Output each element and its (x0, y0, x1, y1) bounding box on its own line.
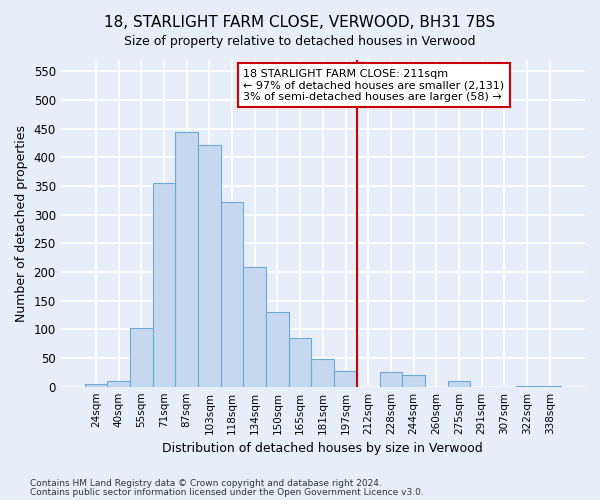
X-axis label: Distribution of detached houses by size in Verwood: Distribution of detached houses by size … (163, 442, 483, 455)
Bar (85, 384, 107, 386)
Bar (175, 132, 198, 386)
Bar (266, 312, 289, 386)
Bar (130, 328, 152, 386)
Bar (380, 372, 402, 386)
Text: 18, STARLIGHT FARM CLOSE, VERWOOD, BH31 7BS: 18, STARLIGHT FARM CLOSE, VERWOOD, BH31 … (104, 15, 496, 30)
Bar (448, 381, 470, 386)
Text: Contains HM Land Registry data © Crown copyright and database right 2024.: Contains HM Land Registry data © Crown c… (30, 480, 382, 488)
Bar (107, 381, 130, 386)
Bar (402, 375, 425, 386)
Bar (221, 202, 244, 386)
Bar (289, 338, 311, 386)
Text: 18 STARLIGHT FARM CLOSE: 211sqm
← 97% of detached houses are smaller (2,131)
3% : 18 STARLIGHT FARM CLOSE: 211sqm ← 97% of… (244, 68, 505, 102)
Y-axis label: Number of detached properties: Number of detached properties (15, 125, 28, 322)
Bar (244, 267, 266, 386)
Bar (311, 359, 334, 386)
Bar (334, 370, 357, 386)
Bar (152, 183, 175, 386)
Text: Contains public sector information licensed under the Open Government Licence v3: Contains public sector information licen… (30, 488, 424, 497)
Bar (198, 145, 221, 386)
Text: Size of property relative to detached houses in Verwood: Size of property relative to detached ho… (124, 35, 476, 48)
